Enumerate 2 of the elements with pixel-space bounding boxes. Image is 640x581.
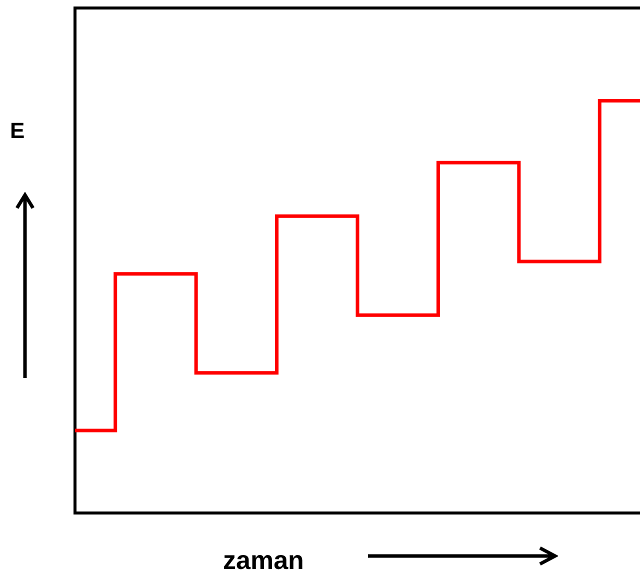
y-axis-title: E [10, 118, 25, 144]
x-axis-title: zaman [223, 545, 304, 576]
